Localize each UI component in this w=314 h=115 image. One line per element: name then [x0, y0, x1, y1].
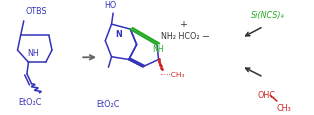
Text: ·····CH₃: ·····CH₃	[160, 72, 185, 78]
Text: −: −	[203, 31, 210, 40]
Text: N: N	[115, 30, 122, 39]
Text: EtO₂C: EtO₂C	[18, 97, 42, 106]
Text: OTBS: OTBS	[25, 7, 47, 16]
Text: Si(NCS)₄: Si(NCS)₄	[252, 11, 285, 20]
Text: +: +	[180, 19, 188, 28]
Text: NH: NH	[152, 45, 164, 53]
Text: CH₃: CH₃	[277, 103, 291, 112]
Text: EtO₂C: EtO₂C	[97, 99, 120, 108]
Text: OHC: OHC	[257, 91, 275, 99]
Text: HO: HO	[104, 1, 116, 10]
Text: NH: NH	[27, 48, 39, 57]
Text: NH₂ HCO₂: NH₂ HCO₂	[161, 31, 200, 40]
